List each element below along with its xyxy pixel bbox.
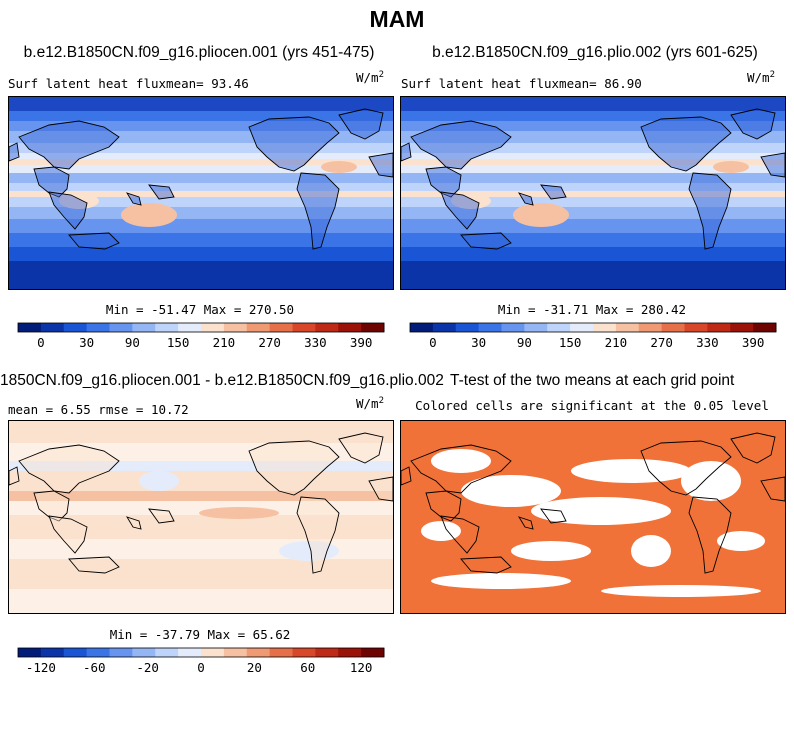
colorbar-3-swatch: [86, 648, 110, 657]
colorbar-2-swatch: [661, 323, 685, 332]
colorbar-2-swatch: [684, 323, 708, 332]
panel-4-map: [400, 420, 786, 614]
colorbar-3-swatch: [315, 648, 339, 657]
panel-2-units: W/m2: [747, 70, 775, 86]
colorbar-2-swatch: [478, 323, 502, 332]
colorbar-2-swatch: [593, 323, 617, 332]
panel-3-title: 1850CN.f09_g16.pliocen.001 - b.e12.B1850…: [0, 372, 444, 389]
panel-1-title: b.e12.B1850CN.f09_g16.pliocen.001 (yrs 4…: [23, 44, 375, 61]
panel-1-mean-label: Surf latent heat fluxmean= 93.46: [8, 76, 249, 91]
colorbar-2-swatch: [638, 323, 663, 332]
colorbar-1-tick-label: 390: [350, 335, 373, 350]
panel-1-colorbar: 0 30 90 150 210 270 330 390: [17, 322, 385, 357]
colorbar-3-swatch: [63, 648, 88, 657]
colorbar-3-swatch: [18, 648, 42, 657]
colorbar-1-swatch: [201, 323, 225, 332]
colorbar-2-tick-label: 330: [696, 335, 719, 350]
main-title: MAM: [369, 6, 425, 32]
colorbar-3-swatch: [178, 648, 202, 657]
colorbar-1-swatch: [109, 323, 133, 332]
colorbar-1-swatch: [40, 323, 65, 332]
colorbar-1-swatch: [132, 323, 156, 332]
colorbar-2-tick-label: 390: [742, 335, 765, 350]
colorbar-1-swatch: [18, 323, 42, 332]
colorbar-1-swatch: [246, 323, 271, 332]
colorbar-3-tick-label: 60: [300, 660, 315, 675]
colorbar-1-tick-label: 150: [167, 335, 190, 350]
colorbar-1-swatch: [269, 323, 293, 332]
panel-2-map: [400, 96, 786, 290]
colorbar-1-tick-label: 270: [258, 335, 281, 350]
colorbar-2-tick-label: 210: [605, 335, 628, 350]
colorbar-3-swatch: [246, 648, 271, 657]
colorbar-1-swatch: [315, 323, 339, 332]
colorbar-1-swatch: [292, 323, 316, 332]
colorbar-3-swatch: [338, 648, 362, 657]
colorbar-2-swatch: [570, 323, 594, 332]
panel-3-map: [8, 420, 394, 614]
panel-1-units: W/m2: [356, 70, 384, 86]
colorbar-2-swatch: [432, 323, 457, 332]
panel-2-title: b.e12.B1850CN.f09_g16.plio.002 (yrs 601-…: [432, 44, 758, 61]
panel-2-colorbar: 0 30 90 150 210 270 330 390: [409, 322, 777, 357]
panel-1-minmax: Min = -51.47 Max = 270.50: [105, 302, 295, 317]
panel-4-subtitle: Colored cells are significant at the 0.0…: [415, 398, 769, 413]
colorbar-3-tick-label: -120: [26, 660, 56, 675]
colorbar-2-swatch: [753, 323, 777, 332]
colorbar-2-swatch: [547, 323, 571, 332]
colorbar-1-swatch: [86, 323, 110, 332]
colorbar-3-tick-label: 20: [247, 660, 262, 675]
colorbar-3-tick-label: 0: [197, 660, 205, 675]
colorbar-1-tick-label: 330: [304, 335, 327, 350]
colorbar-2-swatch: [501, 323, 525, 332]
colorbar-1-tick-label: 30: [79, 335, 94, 350]
colorbar-1-tick-label: 90: [125, 335, 140, 350]
colorbar-1-tick-label: 210: [213, 335, 236, 350]
panel-3-colorbar: -120 -60 -20 0 20 60 120: [17, 647, 385, 682]
colorbar-1-swatch: [223, 323, 248, 332]
colorbar-2-swatch: [410, 323, 434, 332]
colorbar-3-swatch: [155, 648, 179, 657]
panel-3-stats: mean = 6.55 rmse = 10.72: [8, 402, 189, 417]
colorbar-3-swatch: [109, 648, 133, 657]
colorbar-2-tick-label: 270: [650, 335, 673, 350]
colorbar-1-swatch: [63, 323, 88, 332]
panel-2-mean-label: Surf latent heat fluxmean= 86.90: [401, 76, 642, 91]
colorbar-1-swatch: [155, 323, 179, 332]
panel-1-map: [8, 96, 394, 290]
colorbar-2-tick-label: 150: [559, 335, 582, 350]
panel-3-units: W/m2: [356, 396, 384, 412]
colorbar-1-swatch: [338, 323, 362, 332]
panel-3-minmax: Min = -37.79 Max = 65.62: [109, 627, 291, 642]
colorbar-3-swatch: [361, 648, 385, 657]
colorbar-3-tick-label: -20: [136, 660, 159, 675]
colorbar-1-swatch: [178, 323, 202, 332]
colorbar-2-swatch: [615, 323, 640, 332]
colorbar-3-swatch: [223, 648, 248, 657]
colorbar-2-swatch: [455, 323, 480, 332]
colorbar-3-swatch: [292, 648, 316, 657]
colorbar-2-swatch: [707, 323, 731, 332]
colorbar-3-tick-label: 120: [350, 660, 373, 675]
colorbar-3-swatch: [40, 648, 65, 657]
colorbar-1-tick-label: 0: [37, 335, 45, 350]
colorbar-2-tick-label: 30: [471, 335, 486, 350]
colorbar-3-tick-label: -60: [83, 660, 106, 675]
panel-2-minmax: Min = -31.71 Max = 280.42: [497, 302, 687, 317]
colorbar-1-swatch: [361, 323, 385, 332]
colorbar-3-swatch: [201, 648, 225, 657]
colorbar-2-tick-label: 0: [429, 335, 437, 350]
colorbar-2-swatch: [730, 323, 754, 332]
panel-4-title: T-test of the two means at each grid poi…: [450, 372, 735, 389]
colorbar-2-tick-label: 90: [517, 335, 532, 350]
colorbar-3-swatch: [132, 648, 156, 657]
colorbar-2-swatch: [524, 323, 548, 332]
colorbar-3-swatch: [269, 648, 293, 657]
